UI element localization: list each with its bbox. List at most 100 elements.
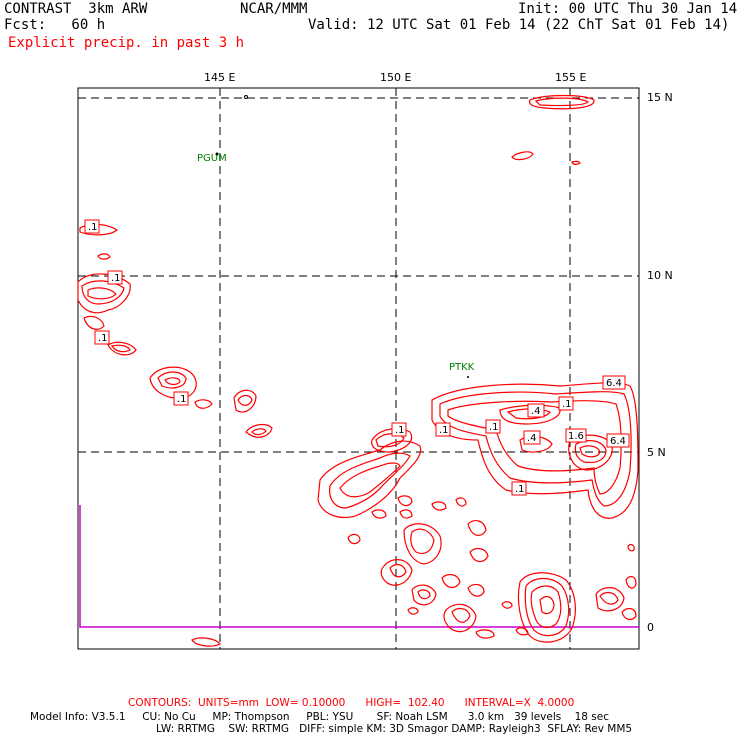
contour-e-6b (599, 591, 619, 605)
lat-label-0: 0 (647, 621, 654, 634)
contour-label-box (84, 219, 100, 234)
contour-w-6 (149, 366, 197, 399)
contour-c-1 (317, 440, 422, 519)
contour-e-3 (568, 434, 613, 471)
contour-label-box (485, 419, 501, 434)
contour-e-1b (439, 391, 632, 507)
contour-w-4 (83, 315, 105, 330)
contour-ne-1 (528, 94, 595, 110)
equator-line (79, 505, 639, 628)
contour-info: CONTOURS: UNITS=mm LOW= 0.10000 HIGH= 10… (128, 697, 575, 709)
contour-label-box (565, 428, 587, 443)
contour-label: .1 (395, 425, 405, 436)
contour-label: .1 (88, 222, 98, 233)
contour-ne-1b (534, 97, 589, 107)
contour-label-box (94, 330, 110, 345)
contour-c-11 (455, 497, 467, 507)
contour-c-6 (403, 523, 442, 565)
contour-label-box (602, 375, 626, 390)
contour-c-14b (417, 589, 431, 600)
field-title: Explicit precip. in past 3 h (8, 35, 245, 51)
forecast-hour: Fcst: 60 h (4, 17, 106, 33)
contour-e-1 (431, 382, 639, 519)
contour-label: .1 (98, 333, 108, 344)
contour-c-10 (467, 520, 487, 536)
contour-label-box (523, 430, 541, 445)
contour-e-1c (447, 400, 622, 495)
contour-c-9 (431, 501, 447, 511)
contour-w-5 (107, 341, 137, 356)
contour-label-box (391, 422, 407, 437)
valid-time: Valid: 12 UTC Sat 01 Feb 14 (22 ChT Sat … (308, 17, 730, 33)
contour-c-3 (347, 533, 361, 545)
contour-label: .1 (489, 422, 499, 433)
contour-w-6c (164, 377, 181, 386)
contour-w-2 (97, 253, 111, 260)
contour-label-box (107, 270, 123, 285)
station-pgum: PGUM (197, 153, 227, 164)
contour-c-6b (410, 528, 435, 555)
contour-labels: .1 .1 .1 .1 .1 .1 .1 .1 .4 .4 .1 1.6 6.4… (84, 219, 630, 496)
contour-w-3b (81, 280, 125, 305)
contour-c-5b (389, 563, 407, 578)
contour-e-2b (506, 408, 551, 420)
contour-label: .1 (177, 394, 187, 405)
contour-c-16 (443, 603, 477, 633)
contour-w-6b (157, 371, 187, 389)
contour-c-1c (339, 462, 401, 498)
contour-e-6 (595, 587, 625, 612)
stations: PGUM PTKK (197, 95, 475, 378)
precip-contours (77, 94, 639, 647)
contour-c-16b (451, 607, 471, 623)
contour-label: .4 (531, 406, 541, 417)
contour-label-box (511, 481, 527, 496)
model-info-line2: LW: RRTMG SW: RRTMG DIFF: simple KM: 3D … (156, 723, 633, 735)
station-ptkk: PTKK (449, 362, 475, 373)
lon-label-145: 145 E (204, 71, 236, 84)
contour-w-8b (237, 394, 253, 406)
contour-label: 6.4 (606, 378, 622, 389)
contour-e-8 (627, 544, 635, 552)
contour-c-18 (407, 607, 419, 615)
contour-label-box (527, 403, 545, 418)
contour-label-box (606, 433, 630, 448)
contour-c-7 (397, 495, 413, 507)
contour-label: 1.6 (568, 431, 584, 442)
contour-w-5b (111, 344, 131, 353)
contour-w-3 (77, 273, 131, 314)
contour-s-1 (191, 637, 221, 647)
contour-c-2 (371, 428, 413, 453)
init-time: Init: 00 UTC Thu 30 Jan 14 (518, 1, 738, 17)
contour-c-1b (329, 452, 411, 509)
contour-label: .1 (439, 425, 449, 436)
contour-c-12 (469, 547, 489, 563)
contour-e-5d (539, 595, 555, 615)
lat-lon-grid (78, 88, 639, 649)
lon-label-150: 150 E (380, 71, 412, 84)
contour-ne-2 (511, 151, 534, 161)
contour-label: .1 (515, 484, 525, 495)
contour-w-9 (245, 423, 273, 438)
contour-c-15 (467, 583, 485, 597)
organization: NCAR/MMM (240, 1, 308, 17)
contour-e-3b (574, 440, 607, 464)
contour-e-7 (625, 575, 637, 589)
lat-label-5: 5 N (647, 446, 666, 459)
contour-c-5 (380, 559, 413, 586)
contour-c-2b (375, 433, 405, 448)
lat-label-10: 10 N (647, 269, 673, 282)
station-marker (215, 152, 219, 156)
contour-label-box (435, 422, 451, 437)
station-marker (244, 95, 248, 99)
lon-label-155: 155 E (555, 71, 587, 84)
contour-label: .4 (527, 433, 537, 444)
lat-label-15: 15 N (647, 91, 673, 104)
contour-c-8 (399, 509, 413, 519)
contour-label-box (558, 396, 574, 411)
contour-e-5b (524, 577, 570, 637)
contour-label: .1 (111, 273, 121, 284)
station-marker (467, 376, 469, 378)
contour-ne-3 (571, 160, 581, 165)
contour-w-3c (87, 287, 117, 300)
